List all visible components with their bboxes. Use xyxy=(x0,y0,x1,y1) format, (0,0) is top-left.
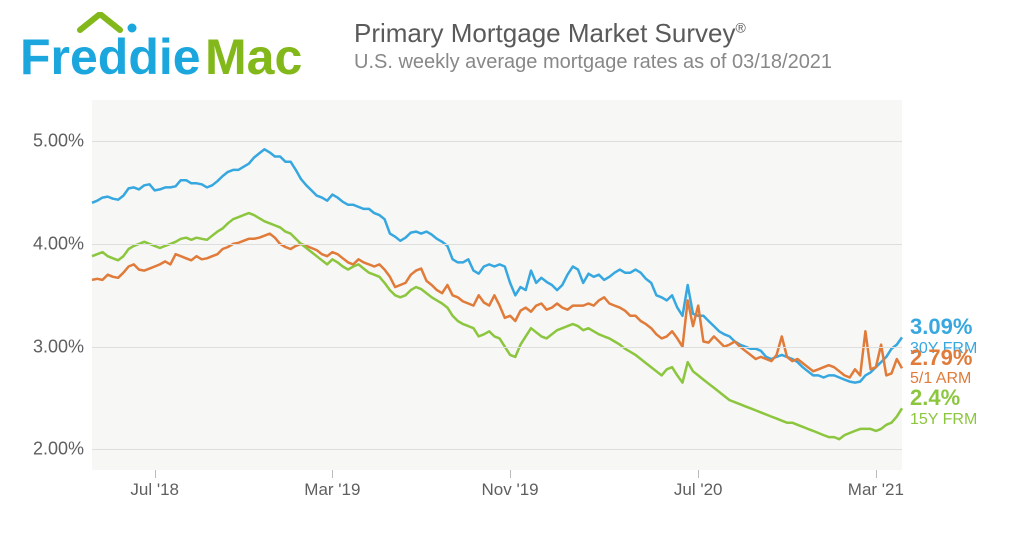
chart-title: Primary Mortgage Market Survey® xyxy=(354,18,1004,49)
y-tick-label: 5.00% xyxy=(33,131,84,152)
title-block: Primary Mortgage Market Survey® U.S. wee… xyxy=(354,12,1004,74)
series-line-15y xyxy=(92,213,902,439)
logo-text-mac: Mac xyxy=(205,29,302,85)
chart-title-suffix: ® xyxy=(735,19,745,35)
y-tick-label: 2.00% xyxy=(33,439,84,460)
grid-line xyxy=(92,244,902,245)
legend-item-51arm: 2.79%5/1 ARM xyxy=(910,346,972,388)
y-axis: 2.00% 3.00% 4.00% 5.00% xyxy=(0,100,92,520)
x-tick-label: Jul '20 xyxy=(674,480,723,500)
legend-label: 15Y FRM xyxy=(910,411,977,429)
legend-item-15y: 2.4%15Y FRM xyxy=(910,386,977,428)
header: Freddie Mac Primary Mortgage Market Surv… xyxy=(0,0,1024,97)
plot-area xyxy=(92,100,902,470)
legend: 3.09%30Y FRM2.79%5/1 ARM2.4%15Y FRM xyxy=(910,100,1020,470)
grid-line xyxy=(92,141,902,142)
series-lines xyxy=(92,100,902,470)
x-tick xyxy=(332,470,333,478)
legend-value: 3.09% xyxy=(910,315,977,339)
grid-line xyxy=(92,347,902,348)
x-tick-label: Mar '19 xyxy=(304,480,360,500)
x-tick-label: Jul '18 xyxy=(130,480,179,500)
x-axis: Jul '18 Mar '19 Nov '19 Jul '20 Mar '21 xyxy=(92,470,902,510)
legend-value: 2.79% xyxy=(910,346,972,370)
x-tick-label: Nov '19 xyxy=(482,480,539,500)
freddie-mac-logo: Freddie Mac xyxy=(20,12,330,97)
x-tick xyxy=(698,470,699,478)
chart-subtitle: U.S. weekly average mortgage rates as of… xyxy=(354,51,1004,74)
x-tick xyxy=(510,470,511,478)
x-tick xyxy=(876,470,877,478)
x-tick xyxy=(155,470,156,478)
chart-title-text: Primary Mortgage Market Survey xyxy=(354,18,735,48)
legend-value: 2.4% xyxy=(910,386,977,410)
chart: 2.00% 3.00% 4.00% 5.00% Jul '18 Mar '19 Nov '… xyxy=(0,100,1024,520)
grid-line xyxy=(92,449,902,450)
y-tick-label: 3.00% xyxy=(33,336,84,357)
y-tick-label: 4.00% xyxy=(33,233,84,254)
logo-text-freddie: Freddie xyxy=(20,29,201,85)
x-tick-label: Mar '21 xyxy=(848,480,904,500)
